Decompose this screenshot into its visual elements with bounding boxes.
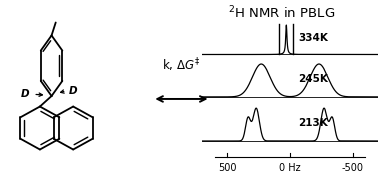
- Text: 500: 500: [218, 163, 237, 173]
- Text: 245K: 245K: [298, 74, 328, 84]
- Text: D: D: [21, 89, 29, 99]
- Text: 0 Hz: 0 Hz: [279, 163, 301, 173]
- Text: 213K: 213K: [298, 118, 328, 128]
- Text: -500: -500: [342, 163, 364, 173]
- Text: D: D: [69, 86, 77, 96]
- Text: 334K: 334K: [298, 33, 328, 43]
- Text: k, $\Delta G^{\ddagger}$: k, $\Delta G^{\ddagger}$: [162, 56, 201, 74]
- Text: $^{2}$H NMR in PBLG: $^{2}$H NMR in PBLG: [228, 5, 335, 22]
